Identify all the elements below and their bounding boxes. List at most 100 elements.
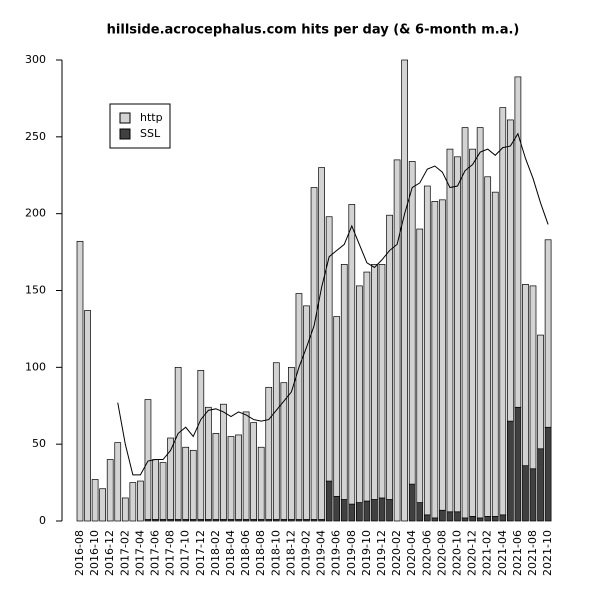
bar-segment: [363, 500, 371, 522]
bar-segment: [340, 264, 348, 500]
bar-segment: [386, 214, 393, 500]
x-tick-label: 2021-04: [496, 530, 509, 576]
bar-segment: [99, 488, 107, 522]
bar-segment: [408, 483, 416, 522]
legend-swatch: [119, 128, 131, 140]
bar-segment: [378, 497, 386, 522]
bar-segment: [257, 446, 265, 520]
bar-segment: [167, 437, 174, 520]
x-tick-label: 2017-12: [194, 530, 207, 576]
bar-segment: [197, 370, 205, 520]
y-tick-label: 50: [32, 437, 46, 450]
y-tick-label: 300: [25, 53, 46, 66]
bar-segment: [174, 366, 182, 520]
bar-segment: [446, 511, 454, 522]
x-tick-label: 2021-10: [541, 530, 554, 576]
bar-segment: [476, 127, 484, 519]
bar-segment: [265, 386, 273, 520]
bar-segment: [514, 406, 522, 522]
bar-segment: [303, 305, 310, 520]
bar-segment: [348, 204, 356, 505]
bar-segment: [121, 497, 129, 522]
legend-label: SSL: [140, 127, 161, 140]
bar-segment: [189, 449, 197, 520]
bar-segment: [235, 434, 242, 520]
bar-segment: [91, 479, 99, 522]
bar-segment: [439, 509, 446, 522]
bar-segment: [129, 482, 137, 522]
x-tick-label: 2019-12: [375, 530, 388, 576]
bar-segment: [159, 462, 167, 520]
bar-segment: [537, 334, 544, 450]
x-tick-label: 2018-10: [269, 530, 282, 576]
bar-segment: [393, 159, 401, 522]
x-tick-label: 2021-08: [526, 530, 539, 576]
bar-segment: [371, 264, 378, 500]
x-tick-label: 2017-02: [118, 530, 131, 576]
y-tick-label: 250: [25, 130, 46, 143]
x-tick-label: 2019-02: [300, 530, 313, 576]
bar-segment: [325, 480, 333, 522]
bar-segment: [205, 406, 212, 520]
moving-average-line: [117, 132, 549, 476]
x-tick-label: 2018-08: [254, 530, 267, 576]
bar-segment: [227, 436, 235, 520]
bar-segment: [348, 503, 356, 522]
bar-segment: [461, 127, 469, 519]
bar-segment: [378, 264, 386, 499]
x-tick-label: 2021-02: [481, 530, 494, 576]
x-tick-label: 2018-02: [209, 530, 222, 576]
x-tick-label: 2020-04: [405, 530, 418, 576]
x-tick-label: 2016-12: [103, 530, 116, 576]
bar-segment: [416, 502, 424, 522]
bar-segment: [476, 517, 484, 522]
bar-segment: [491, 516, 499, 522]
x-tick-label: 2018-12: [284, 530, 297, 576]
bar-segment: [144, 399, 152, 520]
bar-segment: [423, 514, 431, 522]
chart-title: hillside.acrocephalus.com hits per day (…: [107, 23, 520, 38]
x-tick-label: 2019-06: [330, 530, 343, 576]
bar-segment: [446, 148, 454, 513]
bar-segment: [499, 107, 507, 516]
bar-segment: [454, 156, 461, 513]
bar-segment: [491, 191, 499, 517]
bar-segment: [182, 446, 190, 520]
bar-segment: [439, 199, 446, 511]
y-tick-label: 200: [25, 207, 46, 220]
bar-segment: [356, 502, 363, 522]
bar-segment: [386, 499, 393, 522]
bar-segment: [507, 119, 514, 422]
bar-segment: [514, 76, 522, 408]
bar-segment: [537, 448, 544, 522]
bar-segment: [408, 161, 416, 485]
bar-segment: [114, 442, 122, 522]
x-tick-label: 2020-06: [420, 530, 433, 576]
bar-segment: [280, 382, 288, 520]
bar-segment: [529, 468, 537, 522]
bar-segment: [295, 293, 303, 520]
bar-segment: [371, 499, 378, 522]
bar-segment: [106, 459, 114, 522]
bar-segment: [469, 516, 476, 522]
y-tick-label: 100: [25, 360, 46, 373]
bar-segment: [137, 480, 144, 522]
bar-segment: [423, 185, 431, 516]
bar-segment: [356, 285, 363, 503]
bar-segment: [499, 514, 507, 522]
bar-segment: [212, 433, 220, 520]
bar-segment: [340, 499, 348, 522]
bar-segment: [220, 403, 227, 520]
bar-segment: [454, 511, 461, 522]
bar-segment: [333, 496, 341, 522]
x-tick-label: 2017-06: [149, 530, 162, 576]
x-tick-label: 2020-10: [451, 530, 464, 576]
bar-segment: [288, 366, 295, 520]
x-tick-label: 2018-04: [224, 530, 237, 576]
bar-segment: [84, 310, 91, 522]
bar-segment: [484, 176, 492, 517]
x-tick-label: 2017-04: [133, 530, 146, 576]
x-tick-label: 2020-02: [390, 530, 403, 576]
bar-segment: [325, 216, 333, 482]
